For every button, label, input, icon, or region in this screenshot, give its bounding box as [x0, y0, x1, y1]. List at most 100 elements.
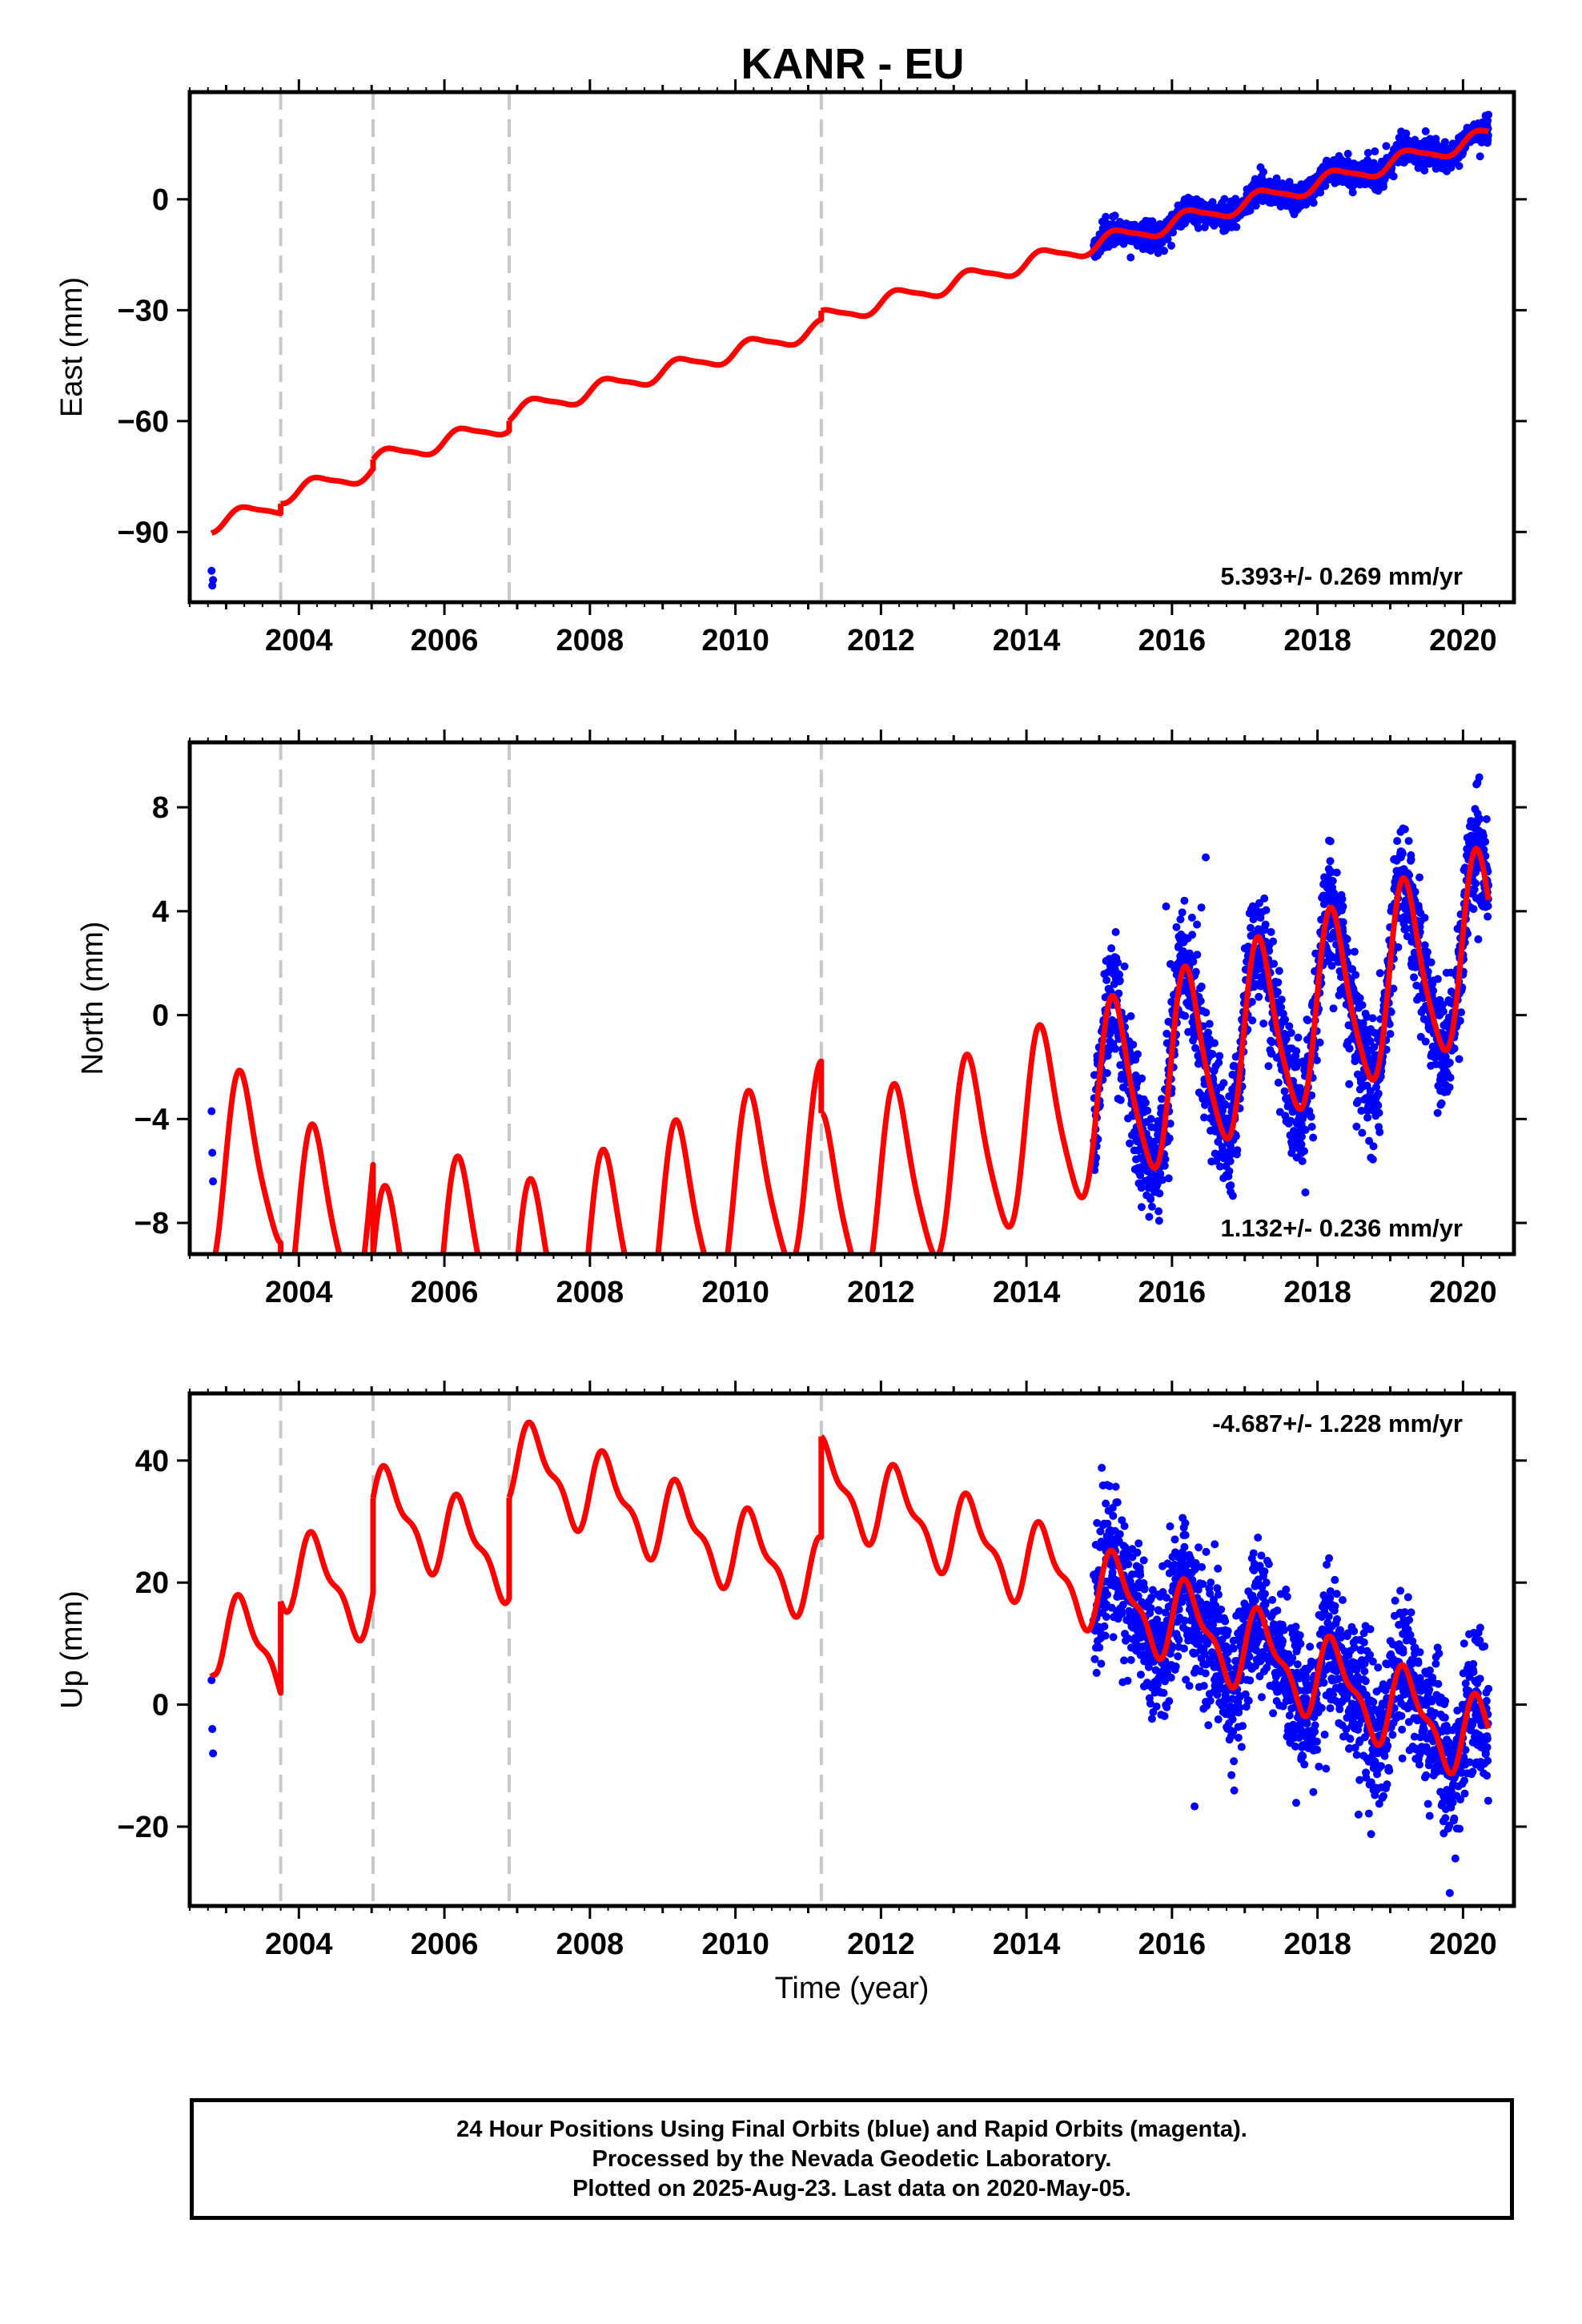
data-point — [1245, 1652, 1254, 1661]
data-point — [1184, 1027, 1193, 1036]
data-point — [1215, 1051, 1224, 1060]
data-point — [1386, 1030, 1395, 1039]
data-point — [1109, 1511, 1118, 1520]
x-tick-label: 2014 — [993, 624, 1061, 657]
data-point — [1264, 1062, 1273, 1071]
data-point — [1230, 1757, 1239, 1766]
data-point — [1154, 1216, 1163, 1225]
data-point — [1283, 1102, 1292, 1111]
data-point — [1370, 1043, 1379, 1051]
data-point — [1146, 1195, 1155, 1204]
data-point — [1113, 1498, 1122, 1507]
panels: 2004 2006 2008 2010 2012 2014 2016 2018 2020−90−… — [55, 79, 1527, 2005]
data-point — [1400, 825, 1409, 834]
data-point — [1374, 1101, 1383, 1110]
data-point — [208, 1725, 217, 1734]
data-point — [1246, 1676, 1255, 1685]
model-fit-line — [515, 1058, 825, 1254]
data-point — [1114, 989, 1123, 998]
data-point — [1470, 885, 1479, 894]
data-point — [1343, 150, 1352, 159]
data-point — [1161, 1155, 1170, 1164]
data-point — [1220, 195, 1229, 203]
data-point — [1398, 849, 1407, 858]
data-point — [1102, 1068, 1111, 1077]
data-point — [1321, 182, 1330, 191]
data-point — [1456, 1016, 1464, 1025]
panel-up: 2004 2006 2008 2010 2012 2014 2016 2018 2020−200… — [55, 1381, 1527, 2005]
data-point — [1286, 1116, 1295, 1125]
data-point — [1116, 1096, 1125, 1104]
data-point — [1124, 1560, 1133, 1569]
data-point — [1404, 837, 1413, 846]
x-tick-label: 2020 — [1429, 1276, 1497, 1309]
data-point — [1162, 1029, 1171, 1038]
data-point — [1299, 1147, 1308, 1156]
data-point — [1309, 199, 1318, 207]
data-point — [1476, 814, 1484, 823]
data-point — [1277, 995, 1286, 1004]
data-point — [1227, 1771, 1236, 1779]
data-point — [1244, 1696, 1253, 1705]
data-point — [1280, 1087, 1289, 1096]
data-point — [1214, 1590, 1223, 1599]
data-point — [1202, 853, 1211, 862]
data-point — [1475, 773, 1484, 782]
data-point — [1111, 1044, 1120, 1053]
x-tick-label: 2014 — [993, 1276, 1061, 1309]
data-point — [1143, 1106, 1152, 1115]
data-point — [1120, 1522, 1129, 1530]
data-point — [1126, 1655, 1135, 1664]
data-point — [1270, 959, 1279, 968]
data-point — [1256, 982, 1265, 991]
data-point — [1259, 167, 1267, 176]
data-point — [1230, 1786, 1239, 1795]
data-point — [1445, 1059, 1454, 1068]
data-point — [1147, 1715, 1156, 1723]
data-point — [1102, 1499, 1110, 1508]
x-tick-label: 2016 — [1138, 1276, 1207, 1309]
data-point — [207, 566, 216, 575]
data-point — [1402, 924, 1411, 933]
data-point — [1423, 947, 1431, 956]
data-point — [1137, 1184, 1146, 1192]
data-point — [1366, 1087, 1375, 1096]
data-point — [1273, 987, 1282, 996]
data-point — [209, 1749, 218, 1758]
data-point — [1234, 1733, 1243, 1742]
data-point — [1110, 211, 1119, 220]
data-point — [1345, 1080, 1354, 1088]
data-point — [1181, 1518, 1190, 1527]
data-point — [1155, 1189, 1164, 1198]
data-point — [1162, 902, 1170, 911]
data-point — [1354, 1096, 1363, 1105]
data-point — [209, 1177, 218, 1186]
data-point — [1394, 943, 1403, 951]
data-point — [1118, 1601, 1127, 1610]
data-point — [1327, 961, 1336, 970]
data-point — [1433, 975, 1442, 983]
data-point — [1389, 984, 1398, 993]
data-point — [1160, 1161, 1169, 1170]
data-point — [1334, 958, 1343, 967]
data-point — [1371, 147, 1379, 156]
x-tick-label: 2010 — [701, 1276, 769, 1309]
data-point — [1206, 1696, 1215, 1705]
plot-area — [207, 742, 1493, 1254]
data-point — [1101, 1631, 1110, 1640]
y-tick-label: 8 — [152, 791, 169, 825]
data-point — [1363, 156, 1372, 165]
data-point — [1440, 138, 1449, 147]
data-point — [1482, 814, 1491, 823]
data-point — [1228, 1715, 1237, 1723]
x-tick-label: 2006 — [411, 624, 479, 657]
data-point — [1379, 183, 1387, 191]
data-point — [1275, 967, 1283, 975]
data-point — [1129, 1040, 1138, 1049]
x-tick-label: 2008 — [556, 1276, 624, 1309]
y-axis-label: North (mm) — [76, 921, 110, 1075]
data-point — [1123, 1676, 1132, 1685]
data-point — [1282, 1034, 1291, 1043]
data-point — [1191, 967, 1200, 976]
data-point — [1369, 1142, 1378, 1151]
